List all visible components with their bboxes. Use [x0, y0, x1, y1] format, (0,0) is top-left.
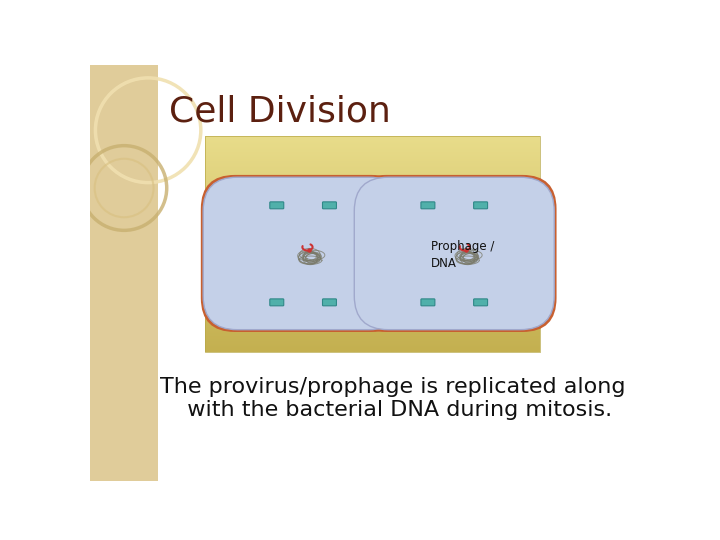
FancyBboxPatch shape — [474, 299, 487, 306]
Text: The provirus/prophage is replicated along
  with the bacterial DNA during mitosi: The provirus/prophage is replicated alon… — [160, 377, 625, 420]
FancyBboxPatch shape — [354, 177, 554, 330]
Text: Cell Division: Cell Division — [169, 94, 391, 128]
FancyBboxPatch shape — [203, 177, 403, 330]
FancyBboxPatch shape — [225, 200, 381, 307]
FancyBboxPatch shape — [352, 175, 557, 332]
FancyBboxPatch shape — [201, 175, 405, 332]
FancyBboxPatch shape — [421, 299, 435, 306]
FancyBboxPatch shape — [377, 200, 532, 307]
FancyBboxPatch shape — [270, 202, 284, 209]
FancyBboxPatch shape — [90, 65, 158, 481]
FancyBboxPatch shape — [270, 299, 284, 306]
FancyBboxPatch shape — [323, 299, 336, 306]
FancyBboxPatch shape — [474, 202, 487, 209]
FancyBboxPatch shape — [421, 202, 435, 209]
FancyBboxPatch shape — [323, 202, 336, 209]
Text: Prophage /
DNA: Prophage / DNA — [431, 240, 495, 270]
